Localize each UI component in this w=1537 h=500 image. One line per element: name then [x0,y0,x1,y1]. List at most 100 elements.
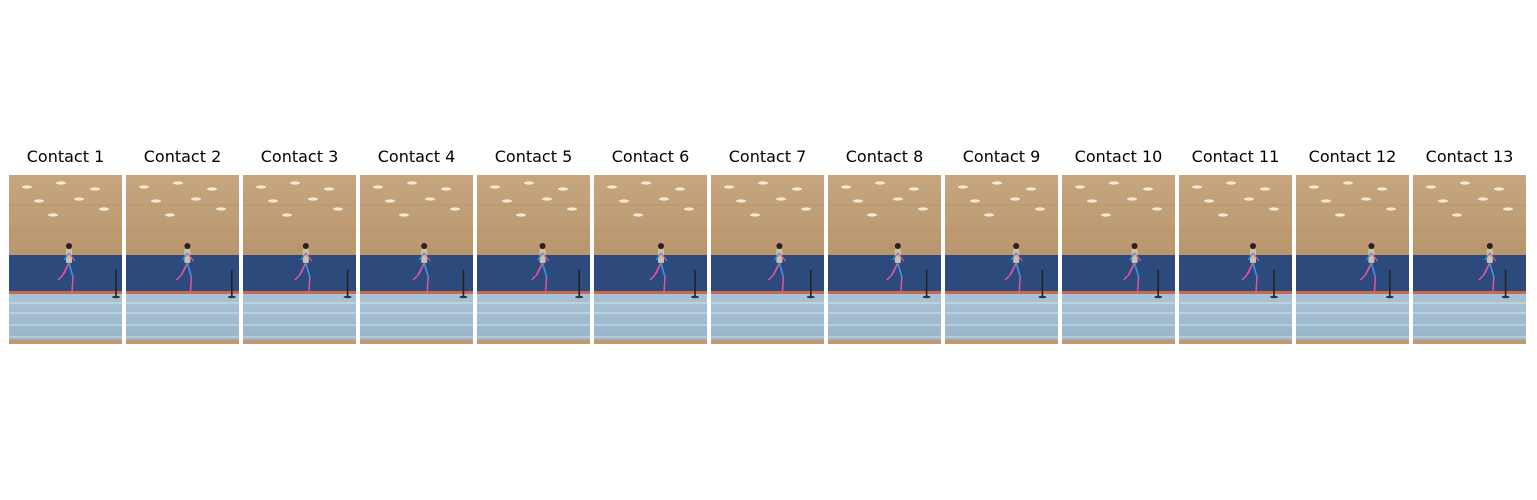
runner-leg-back [180,262,189,276]
runner-shin-back [1123,274,1130,281]
runner-torso [1486,249,1493,263]
ceiling-light [90,187,100,191]
runner-head [539,243,546,249]
track-floor-edge [1062,340,1175,344]
runner [1241,243,1260,294]
ceiling-light [1087,199,1097,203]
ceiling-light [399,213,409,217]
ceiling-light [750,213,760,217]
video-frame [828,175,941,344]
ceiling-light [308,197,318,201]
runner-shin-back [531,274,538,281]
ceiling-light [173,181,183,185]
runner-head [1486,243,1493,249]
video-frame [477,175,590,344]
panel-title: Contact 7 [728,147,807,166]
frame-scene [243,175,356,344]
ceiling-light [958,185,968,189]
ceiling-light [867,213,877,217]
ceiling-light [22,185,32,189]
panel-title: Contact 3 [260,147,339,166]
marker-base [343,295,352,299]
runner-leg-front [186,262,193,278]
ceiling-light [792,187,802,191]
runner-shin-front [900,276,903,294]
ceiling-light [516,213,526,217]
ceiling-light [324,187,334,191]
frame-scene [477,175,590,344]
video-frame [1179,175,1292,344]
contact-panel: Contact 12 [1296,0,1409,500]
marker-base [806,295,815,299]
wall-padding [360,255,473,291]
runner [294,243,313,294]
runner-arm [1134,252,1142,262]
ceiling-light [1309,185,1319,189]
marker-base [1385,295,1394,299]
marker-base [922,295,931,299]
runner [1004,243,1023,294]
runner-leg-back [417,262,426,276]
runner-leg-back [1482,262,1491,276]
runner-shin-front [544,276,548,294]
video-frame [126,175,239,344]
track-floor-edge [594,340,707,344]
panel-title: Contact 12 [1308,147,1397,166]
track [360,294,473,344]
ceiling-light [1143,187,1153,191]
runner-leg-back [890,262,899,276]
runner-leg-back [654,262,662,276]
runner-arm [1129,252,1136,261]
runner-arm [1484,252,1491,261]
ceiling-light [256,185,266,189]
runner-torso [776,249,783,263]
runner-shin-back [1004,274,1011,281]
runner-arm [181,252,188,261]
ceiling-light [841,185,851,189]
contact-panel: Contact 5 [477,0,590,500]
panel-title: Contact 9 [962,147,1041,166]
ceiling-light [1026,187,1036,191]
ceiling-light [909,187,919,191]
ceiling-light [1460,181,1470,185]
runner-shin-back [294,274,301,281]
ceiling-light [984,213,994,217]
runner-arm [655,252,662,261]
runner [57,243,76,294]
runner-leg-back [535,262,544,276]
runner-head [421,243,428,249]
runner-head [658,243,664,249]
video-frame [1062,175,1175,344]
runner [1359,243,1378,294]
track-edge [1296,291,1409,294]
runner [1123,243,1142,294]
runner-leg-front [1370,262,1377,278]
runner-leg-back [298,262,307,276]
ceiling-light [684,207,694,211]
runner-arm [1489,252,1497,262]
frame-scene [126,175,239,344]
ceiling-light [282,213,292,217]
marker-base [1270,295,1278,299]
runner-arm [773,252,780,261]
ceiling-light [1260,187,1270,191]
runner-head [1013,243,1020,249]
ceiling-light [216,207,226,211]
runner-shin-front [1018,276,1021,294]
contact-panel: Contact 7 [711,0,824,500]
track [1179,294,1292,344]
ceiling-light [619,199,629,203]
runner-shin-back [412,274,419,281]
contact-panel: Contact 8 [828,0,941,500]
ceiling-light [776,197,786,201]
runner-leg-front [68,262,74,278]
runner-leg-back [772,262,781,276]
video-frame [9,175,122,344]
runner-arm [897,252,905,262]
ceiling-light [1226,181,1236,185]
runner-shin-front [71,276,74,294]
runner-leg-front [778,262,785,278]
ceiling-light [165,213,175,217]
runner-head [1131,243,1138,249]
ceiling-light [441,187,451,191]
